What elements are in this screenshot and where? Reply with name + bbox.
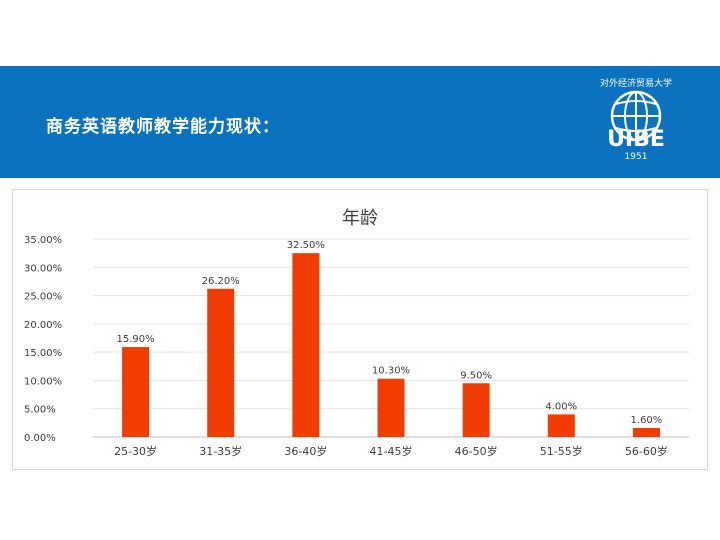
y-tick-label: 25.00% bbox=[24, 292, 62, 303]
data-label: 10.30% bbox=[372, 366, 410, 377]
x-tick-label: 31-35岁 bbox=[199, 444, 242, 458]
bar bbox=[462, 383, 490, 437]
bar bbox=[122, 347, 150, 437]
bar-chart-canvas: 0.00% 5.00% 10.00% 15.00% 20.00% 25.00% 30.00%… bbox=[24, 235, 689, 458]
x-tick-label: 25-30岁 bbox=[114, 444, 157, 458]
age-chart: 年龄 0.00% 5.00% 10.00% 15.00% 20.00% 25.00% 30.… bbox=[12, 189, 708, 470]
header-banner bbox=[0, 66, 720, 178]
y-tick-label: 15.00% bbox=[24, 348, 62, 359]
x-tick-label: 56-60岁 bbox=[625, 444, 668, 458]
logo-wordmark: UIBE bbox=[607, 127, 665, 152]
chart-title: 年龄 bbox=[342, 208, 378, 229]
data-label: 1.60% bbox=[631, 415, 663, 426]
logo-year: 1951 bbox=[625, 152, 648, 162]
bar bbox=[292, 253, 320, 437]
x-tick-label: 51-55岁 bbox=[540, 444, 583, 458]
uibe-logo: 对外经济贸易大学 UIBE 1951 bbox=[600, 77, 672, 162]
y-tick-label: 10.00% bbox=[24, 376, 62, 387]
data-label: 26.20% bbox=[202, 276, 240, 287]
y-tick-label: 5.00% bbox=[24, 405, 56, 416]
globe-icon bbox=[610, 90, 662, 142]
data-label: 15.90% bbox=[117, 334, 155, 345]
y-tick-label: 30.00% bbox=[24, 263, 62, 274]
bar bbox=[547, 414, 575, 437]
bar bbox=[632, 427, 660, 437]
y-tick-label: 0.00% bbox=[24, 433, 56, 444]
data-label: 9.50% bbox=[460, 370, 492, 381]
bar bbox=[377, 378, 405, 437]
x-tick-label: 36-40岁 bbox=[284, 444, 327, 458]
y-tick-label: 20.00% bbox=[24, 320, 62, 331]
x-tick-label: 41-45岁 bbox=[370, 444, 413, 458]
y-tick-label: 35.00% bbox=[24, 235, 62, 246]
bar bbox=[207, 288, 235, 437]
x-tick-label: 46-50岁 bbox=[455, 444, 498, 458]
data-label: 32.50% bbox=[287, 240, 325, 251]
data-label: 4.00% bbox=[545, 401, 577, 412]
logo-arc-text: 对外经济贸易大学 bbox=[600, 77, 672, 89]
slide-title: 商务英语教师教学能力现状： bbox=[46, 117, 280, 137]
